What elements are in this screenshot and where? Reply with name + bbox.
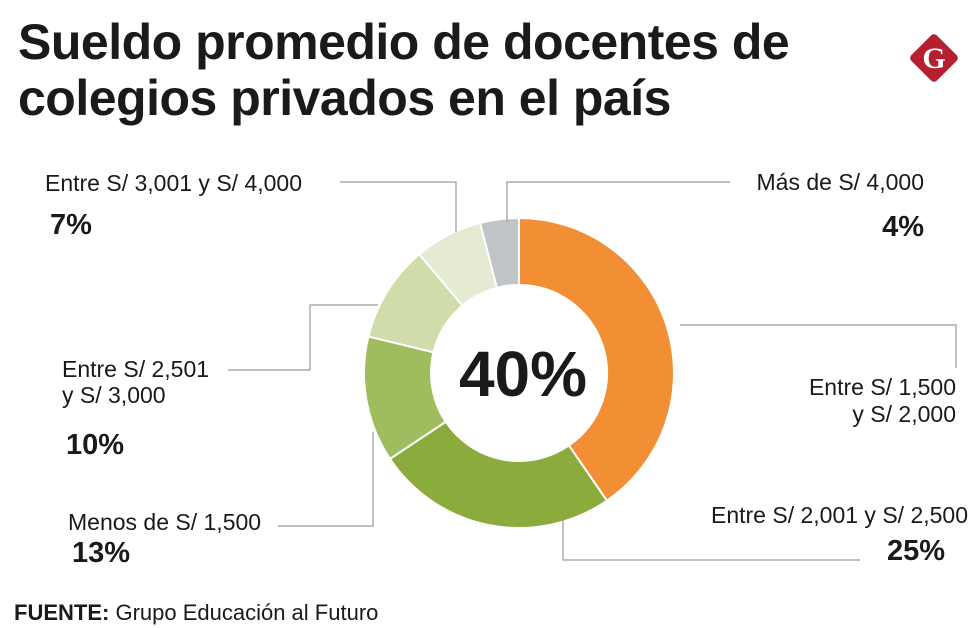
- chart-title: Sueldo promedio de docentes de colegios …: [18, 14, 790, 126]
- slice-3-name-line-1: Menos de S/ 1,500: [68, 509, 261, 535]
- source-text: Grupo Educación al Futuro: [115, 600, 379, 625]
- slice-2: [388, 420, 609, 529]
- leader-line-5: [340, 181, 457, 232]
- slice-6: [478, 216, 520, 290]
- slice-2-value-label: 25%: [887, 535, 945, 567]
- slice-6-value-label: 4%: [882, 211, 924, 243]
- logo-diamond: [910, 34, 958, 82]
- leader-lines: [228, 181, 957, 561]
- slice-1: [518, 216, 675, 503]
- center-value-label: 40%: [459, 338, 587, 410]
- slice-4-name-line-1: Entre S/ 2,501: [62, 356, 209, 382]
- leader-line-1: [680, 324, 957, 368]
- slice-6-name-line-1: Más de S/ 4,000: [757, 169, 925, 195]
- slice-4-name-line-2: y S/ 3,000: [62, 382, 166, 408]
- slice-1-name-line-1: Entre S/ 1,500: [809, 374, 956, 400]
- leader-line-4: [228, 304, 378, 371]
- source-label: FUENTE:: [14, 600, 110, 625]
- slice-3-value-label: 13%: [72, 537, 130, 569]
- title-line-2: colegios privados en el país: [18, 70, 671, 126]
- title-line-1: Sueldo promedio de docentes de: [18, 14, 790, 70]
- slice-1-name-line-2: y S/ 2,000: [852, 401, 956, 427]
- slice-4-value-label: 10%: [66, 429, 124, 461]
- source-note: FUENTE: Grupo Educación al Futuro: [14, 600, 378, 626]
- logo-letter: G: [922, 42, 945, 75]
- leader-line-3: [278, 432, 374, 527]
- donut-slices: [363, 216, 675, 529]
- leader-line-2: [562, 520, 860, 561]
- slice-2-name-line-1: Entre S/ 2,001 y S/ 2,500: [711, 502, 968, 528]
- slice-5-name-line-1: Entre S/ 3,001 y S/ 4,000: [45, 170, 302, 196]
- slice-5-value-label: 7%: [50, 209, 92, 241]
- gestion-logo-icon: G: [910, 34, 958, 82]
- leader-line-6: [506, 181, 730, 222]
